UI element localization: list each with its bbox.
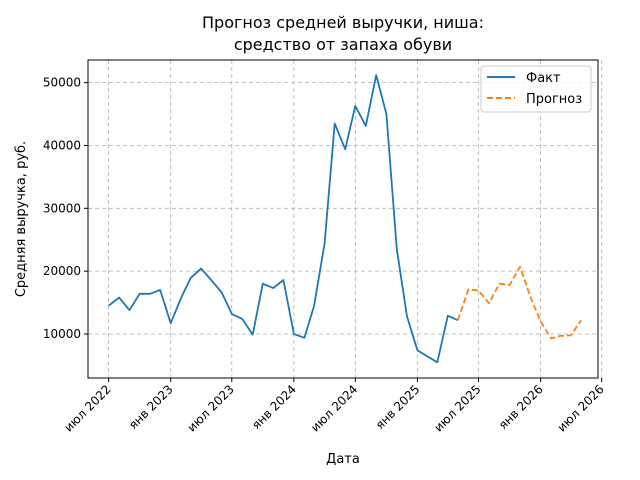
y-tick-label: 40000 — [43, 138, 81, 152]
y-tick-label: 20000 — [43, 264, 81, 278]
x-tick-label: янв 2024 — [249, 382, 299, 432]
legend: Факт Прогноз — [480, 65, 592, 113]
x-axis-ticks: июл 2022 янв 2023 июл 2023 янв 2024 июл 2024… — [61, 378, 607, 435]
y-tick-label: 30000 — [43, 201, 81, 215]
y-tick-label: 50000 — [43, 76, 81, 90]
legend-label-forecast: Прогноз — [526, 92, 582, 107]
x-tick-label: янв 2023 — [126, 382, 176, 432]
y-axis-label: Средняя выручка, руб. — [14, 141, 29, 297]
x-tick-label: июл 2025 — [431, 382, 483, 434]
x-tick-label: июл 2026 — [555, 382, 607, 434]
y-tick-label: 10000 — [43, 327, 81, 341]
x-tick-label: июл 2024 — [308, 382, 360, 434]
legend-label-fact: Факт — [526, 71, 561, 86]
series-line-fact — [108, 74, 459, 364]
x-tick-label: июл 2022 — [61, 382, 113, 434]
x-tick-label: янв 2025 — [373, 382, 423, 432]
x-tick-label: июл 2023 — [185, 382, 237, 434]
chart-title-line-1: Прогноз средней выручки, ниша: — [202, 13, 484, 32]
x-axis-label: Дата — [326, 452, 360, 467]
x-tick-label: янв 2026 — [496, 382, 546, 432]
series-line-forecast — [457, 265, 582, 340]
plot-area-frame — [87, 59, 599, 379]
series-lines — [108, 74, 582, 364]
chart-title-line-2: средство от запаха обуви — [234, 35, 452, 54]
y-axis-ticks: 10000 20000 30000 40000 50000 — [43, 76, 88, 341]
